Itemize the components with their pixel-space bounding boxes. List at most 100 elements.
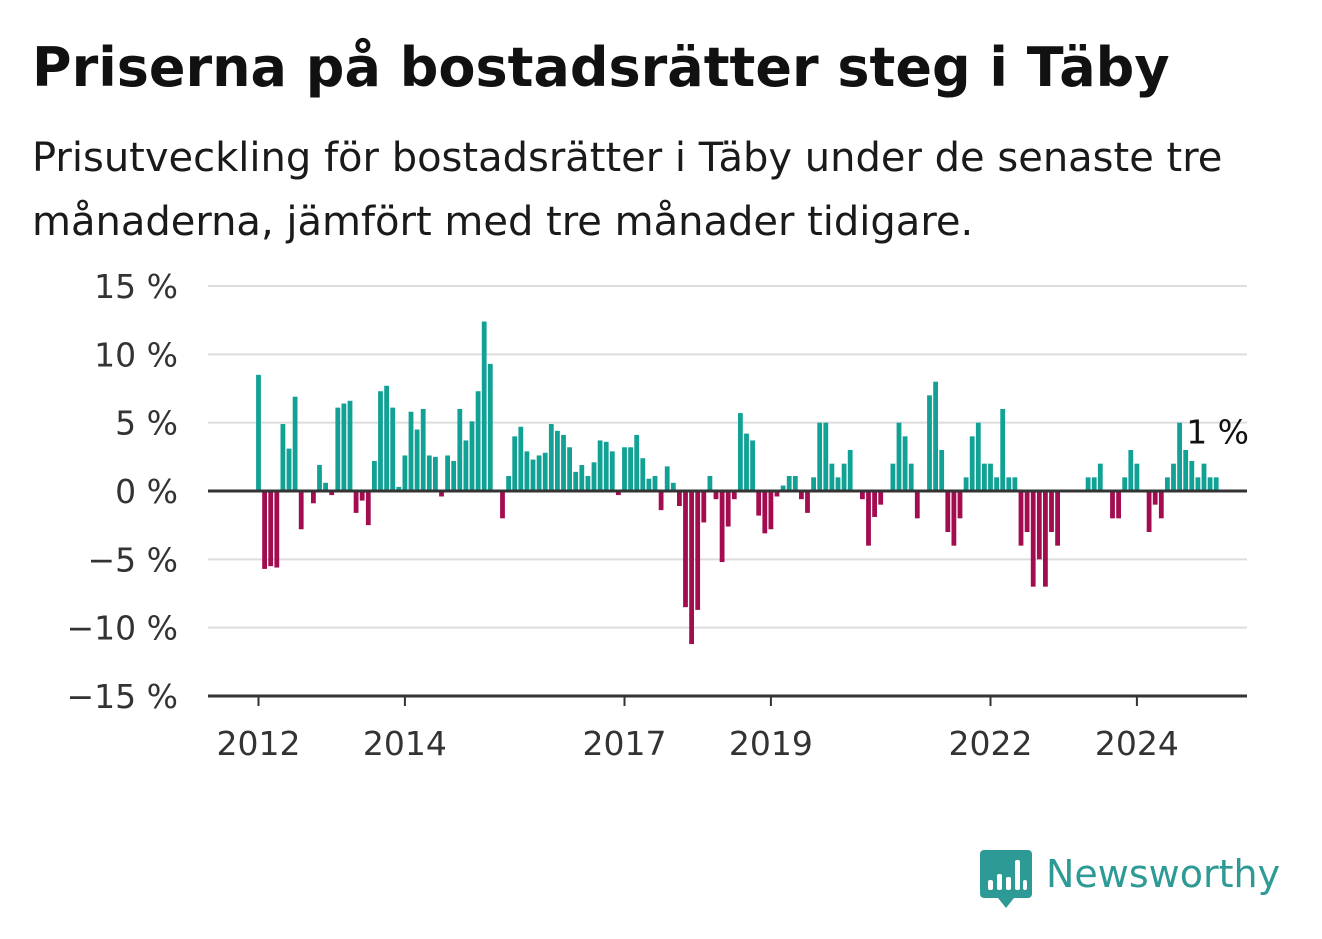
bar bbox=[835, 477, 841, 491]
bar bbox=[561, 434, 566, 491]
bar bbox=[298, 491, 304, 530]
bar bbox=[347, 400, 353, 491]
x-tick-label: 2022 bbox=[949, 724, 1033, 763]
bar bbox=[799, 491, 804, 500]
bar bbox=[1006, 477, 1012, 491]
bar bbox=[786, 475, 792, 491]
bar bbox=[738, 413, 743, 491]
bar bbox=[701, 491, 707, 523]
bar bbox=[860, 491, 865, 500]
bar bbox=[524, 451, 530, 491]
bar bbox=[670, 482, 676, 491]
last-value-label: 1 % bbox=[1186, 412, 1249, 451]
bar bbox=[908, 463, 914, 491]
bar bbox=[939, 450, 945, 491]
bar bbox=[1049, 491, 1054, 532]
bar bbox=[548, 424, 554, 491]
bar bbox=[902, 436, 908, 491]
bar bbox=[414, 429, 420, 491]
x-tick-label: 2012 bbox=[217, 724, 301, 763]
bar bbox=[1128, 450, 1134, 491]
bar bbox=[487, 363, 493, 491]
bar bbox=[975, 422, 981, 491]
newsworthy-wordmark: Newsworthy bbox=[1046, 852, 1281, 896]
bar bbox=[1110, 491, 1115, 519]
bar bbox=[579, 465, 585, 491]
bar bbox=[365, 491, 371, 526]
bar bbox=[1000, 409, 1006, 491]
bar bbox=[982, 463, 987, 491]
bar bbox=[762, 491, 768, 534]
bar bbox=[359, 491, 365, 501]
bar bbox=[585, 475, 591, 491]
bar bbox=[512, 436, 518, 491]
y-tick-label: −5 % bbox=[88, 540, 179, 579]
bar bbox=[866, 491, 871, 546]
bar bbox=[616, 491, 621, 496]
bar bbox=[1201, 463, 1207, 491]
bar bbox=[603, 441, 609, 491]
bar bbox=[1183, 450, 1189, 491]
bar bbox=[841, 463, 847, 491]
y-tick-label: 10 % bbox=[94, 335, 178, 374]
bar bbox=[1189, 460, 1195, 491]
bar bbox=[329, 491, 335, 496]
bar bbox=[396, 486, 402, 491]
bar bbox=[707, 475, 713, 491]
bar bbox=[262, 491, 267, 569]
x-tick-label: 2019 bbox=[729, 724, 813, 763]
bar bbox=[994, 477, 999, 491]
bar bbox=[451, 460, 457, 491]
bar bbox=[725, 491, 731, 527]
bar bbox=[927, 395, 932, 491]
bar bbox=[426, 455, 432, 491]
bar bbox=[957, 491, 963, 519]
bar bbox=[1122, 477, 1128, 491]
bar bbox=[555, 430, 560, 491]
bar bbox=[591, 462, 597, 491]
bar bbox=[969, 436, 975, 491]
bar bbox=[1171, 463, 1176, 491]
bar bbox=[518, 426, 524, 491]
bar bbox=[1177, 422, 1182, 491]
bar bbox=[811, 477, 816, 491]
bar bbox=[780, 485, 786, 491]
y-tick-label: 15 % bbox=[94, 267, 178, 306]
bar bbox=[469, 421, 475, 491]
bar bbox=[628, 447, 633, 491]
bar bbox=[609, 451, 615, 491]
bar bbox=[719, 491, 725, 563]
bar bbox=[768, 491, 774, 530]
bar bbox=[731, 491, 737, 500]
y-tick-label: −10 % bbox=[67, 609, 179, 648]
bar bbox=[664, 466, 670, 491]
bar bbox=[457, 409, 463, 491]
bar bbox=[652, 475, 658, 491]
bar bbox=[634, 434, 640, 491]
bar bbox=[890, 463, 896, 491]
bar bbox=[420, 409, 426, 491]
bar bbox=[945, 491, 951, 532]
bar bbox=[1055, 491, 1060, 546]
bar bbox=[750, 440, 755, 491]
bar bbox=[1036, 491, 1042, 560]
bar bbox=[683, 491, 688, 608]
bar bbox=[817, 422, 823, 491]
bar bbox=[1165, 477, 1170, 491]
bar bbox=[335, 407, 341, 491]
bar bbox=[439, 491, 444, 497]
bar bbox=[597, 440, 603, 491]
bar bbox=[1085, 477, 1091, 491]
gridlines bbox=[208, 285, 1247, 629]
bar bbox=[1018, 491, 1024, 546]
bar bbox=[1213, 477, 1219, 491]
bar bbox=[713, 491, 719, 500]
axes bbox=[208, 489, 1247, 706]
bar bbox=[1043, 491, 1048, 587]
bar bbox=[1195, 477, 1201, 491]
bar bbox=[658, 491, 664, 511]
bar bbox=[1146, 491, 1152, 532]
bar bbox=[573, 471, 579, 491]
bar bbox=[756, 491, 762, 516]
bar bbox=[323, 482, 328, 491]
